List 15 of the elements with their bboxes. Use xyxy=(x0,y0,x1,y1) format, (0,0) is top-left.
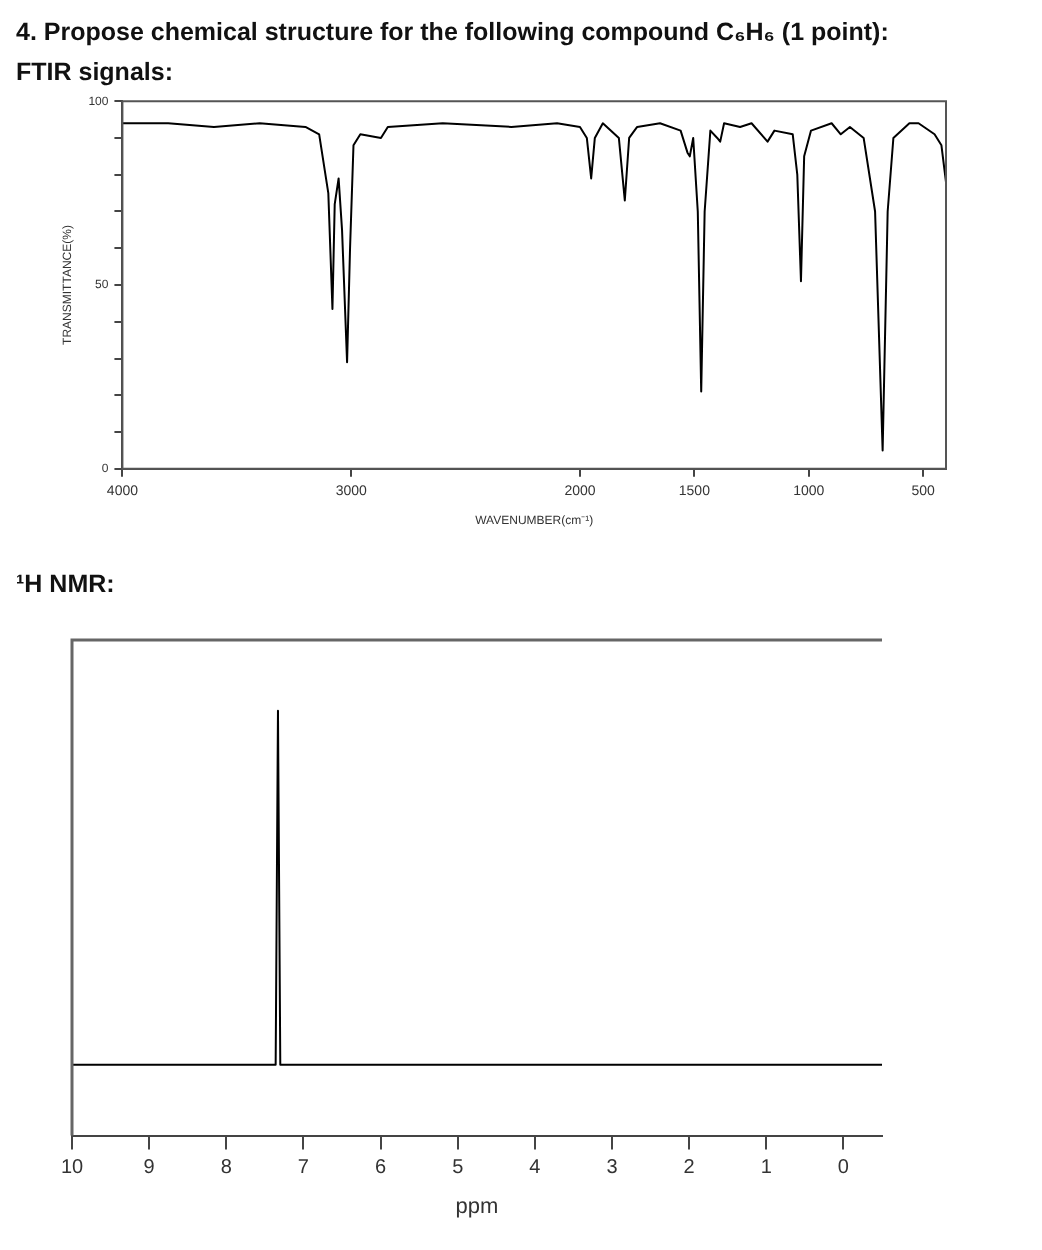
x-tick-label: 0 xyxy=(837,1157,850,1180)
x-axis-title: ppm xyxy=(455,1194,499,1219)
x-tick-label: 5 xyxy=(452,1157,465,1180)
x-tick-label: 7 xyxy=(297,1157,310,1180)
x-tick-label: 3 xyxy=(606,1157,619,1180)
x-tick-label: 10 xyxy=(60,1157,84,1180)
x-tick-label: 2 xyxy=(683,1157,696,1180)
chart-title: 4. Propose chemical structure for the following compound C₆H₆ (1 point): xyxy=(16,16,891,48)
x-tick-label: 9 xyxy=(143,1157,156,1180)
x-tick-label: 6 xyxy=(375,1157,388,1180)
x-tick-label: 4 xyxy=(529,1157,542,1180)
chart-title: ¹H NMR: xyxy=(16,568,117,600)
chart-subtitle: FTIR signals: xyxy=(16,56,175,88)
x-tick-label: 8 xyxy=(220,1157,233,1180)
x-tick-label: 1 xyxy=(760,1157,773,1180)
